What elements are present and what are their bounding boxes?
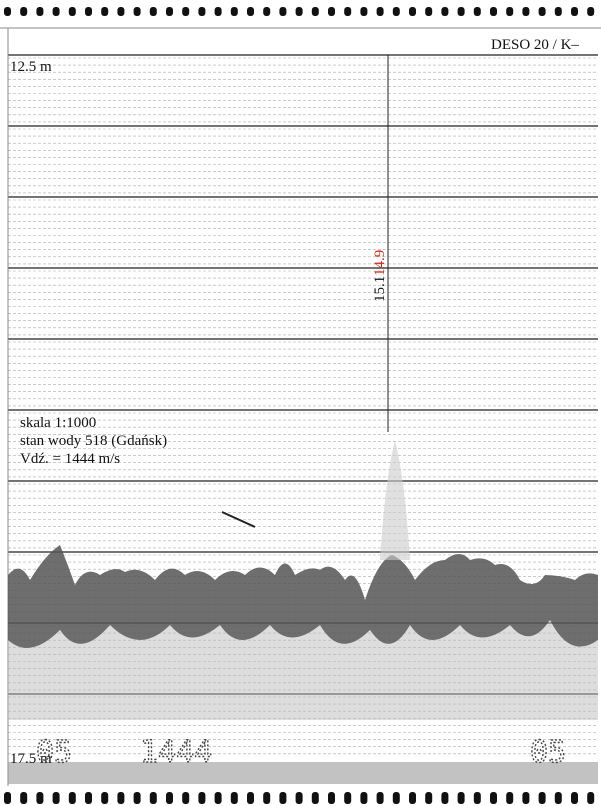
hole — [571, 7, 578, 16]
note: stan wody 518 (Gdańsk) — [20, 433, 167, 449]
hole — [296, 7, 303, 16]
hole — [490, 792, 497, 804]
hole — [393, 7, 400, 16]
hole — [360, 7, 367, 16]
hole — [117, 7, 124, 16]
hole — [247, 792, 254, 804]
hole — [69, 7, 76, 16]
hole — [150, 792, 157, 804]
hole — [312, 792, 319, 804]
hole — [539, 7, 546, 16]
hole — [441, 7, 448, 16]
hole — [539, 792, 546, 804]
hole — [231, 792, 238, 804]
print-digits: 05 — [530, 735, 566, 770]
hole — [166, 792, 173, 804]
hole — [474, 792, 481, 804]
hole — [20, 7, 27, 16]
hole — [360, 792, 367, 804]
hole — [182, 7, 189, 16]
hole — [344, 7, 351, 16]
hatch-band — [8, 762, 598, 784]
hole — [312, 7, 319, 16]
hole — [4, 7, 11, 16]
hole — [182, 792, 189, 804]
hole — [279, 7, 286, 16]
depth-top: 12.5 m — [10, 59, 52, 75]
hole — [134, 7, 141, 16]
hole — [441, 792, 448, 804]
hole — [263, 7, 270, 16]
hole — [53, 7, 60, 16]
note: Vdź. = 1444 m/s — [20, 451, 120, 467]
hole — [20, 792, 27, 804]
hole — [101, 792, 108, 804]
hole — [458, 792, 465, 804]
hole — [490, 7, 497, 16]
hole — [393, 792, 400, 804]
hole — [506, 7, 513, 16]
hole — [85, 7, 92, 16]
hole — [328, 7, 335, 16]
note: skala 1:1000 — [20, 415, 96, 431]
hole — [215, 7, 222, 16]
hole — [425, 7, 432, 16]
hole — [344, 792, 351, 804]
hole — [134, 792, 141, 804]
hole — [409, 7, 416, 16]
hole — [53, 792, 60, 804]
hole — [522, 792, 529, 804]
event-mark: 15.1 14.9 — [372, 250, 388, 302]
hole — [506, 792, 513, 804]
hole — [150, 7, 157, 16]
echogram-sheet: DESO 20 / K– 12.5 m 17.5 m 15.1 14.9 ska… — [0, 0, 601, 806]
print-digits: 05 — [36, 735, 72, 770]
hole — [247, 7, 254, 16]
hole — [279, 792, 286, 804]
marker-left: 15.1 — [372, 276, 388, 302]
hole — [555, 7, 562, 16]
hole — [377, 792, 384, 804]
sheet-title: DESO 20 / K– — [491, 37, 579, 53]
hole — [587, 7, 594, 16]
hole — [166, 7, 173, 16]
hole — [198, 7, 205, 16]
hole — [36, 7, 43, 16]
hole — [215, 792, 222, 804]
hole — [474, 7, 481, 16]
hole — [522, 7, 529, 16]
marker-right: 14.9 — [372, 250, 388, 276]
hole — [198, 792, 205, 804]
hole — [458, 7, 465, 16]
hole — [571, 792, 578, 804]
hole — [587, 792, 594, 804]
hole — [117, 792, 124, 804]
hole — [36, 792, 43, 804]
print-digits: 1444 — [140, 735, 212, 770]
hole — [377, 7, 384, 16]
hole — [425, 792, 432, 804]
hole — [101, 7, 108, 16]
hole — [4, 792, 11, 804]
hole — [555, 792, 562, 804]
hole — [263, 792, 270, 804]
hole — [231, 7, 238, 16]
hole — [409, 792, 416, 804]
hole — [328, 792, 335, 804]
hole — [69, 792, 76, 804]
hole — [296, 792, 303, 804]
hole — [85, 792, 92, 804]
